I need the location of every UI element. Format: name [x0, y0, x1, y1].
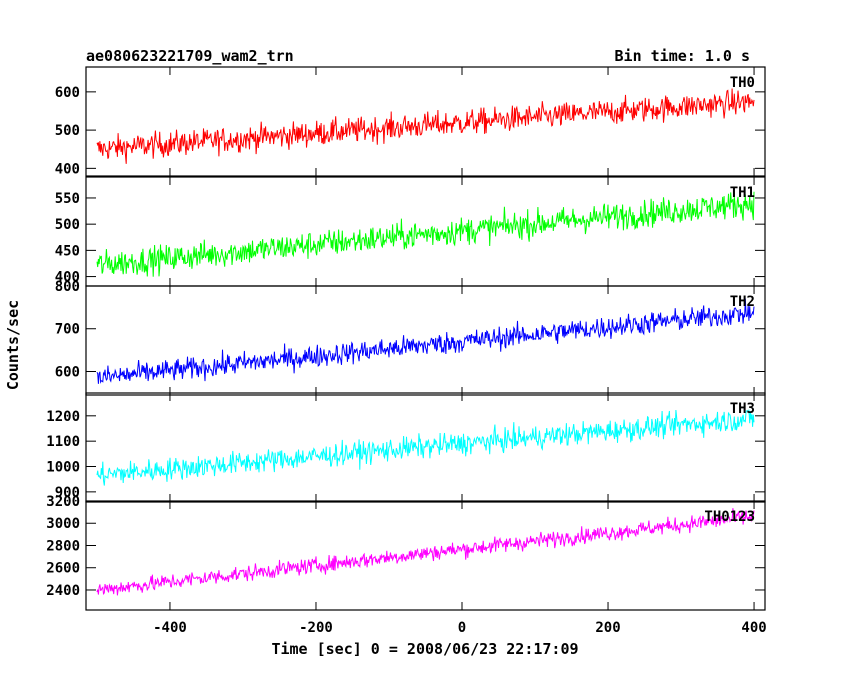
x-axis-label: Time [sec] 0 = 2008/06/23 22:17:09: [271, 640, 578, 658]
series-label-th2: TH2: [730, 294, 755, 310]
y-tick-label: 600: [55, 85, 80, 101]
y-tick-label: 800: [55, 279, 80, 295]
y-tick-label: 500: [55, 217, 80, 233]
y-tick-label: 3000: [46, 516, 80, 532]
panel-frame: [85, 392, 766, 503]
y-tick-label: 2600: [46, 561, 80, 577]
y-tick-label: 700: [55, 322, 80, 338]
series-line-th0123: [96, 508, 755, 596]
y-tick-label: 450: [55, 243, 80, 259]
series-line-th3: [96, 409, 755, 486]
panel-th2: 600 700 800 TH2: [55, 279, 766, 396]
y-axis-label: Counts/sec: [4, 300, 22, 390]
x-tick-label: -400: [153, 620, 187, 636]
y-tick-label: 1200: [46, 409, 80, 425]
y-tick-label: 900: [55, 485, 80, 501]
series-line-th0: [96, 88, 755, 164]
x-tick-label: 400: [741, 620, 766, 636]
series-line-th1: [96, 191, 755, 277]
series-line-th2: [96, 298, 755, 384]
x-tick-label: 200: [595, 620, 620, 636]
panel-frame: [85, 500, 766, 611]
y-tick-label: 550: [55, 191, 80, 207]
series-label-th0: TH0: [730, 75, 755, 91]
series-label-th3: TH3: [730, 401, 755, 417]
panel-th0123: 2400 2600 2800 3000 3200 TH0123: [46, 494, 766, 611]
y-tick-label: 2400: [46, 583, 80, 599]
chart-panels: 400 500 600 TH0 400 450 500 550 TH1 600 700 800 TH2 9…: [46, 66, 767, 636]
series-label-th0123: TH0123: [704, 509, 755, 525]
y-tick-label: 2800: [46, 538, 80, 554]
y-tick-label: 1100: [46, 434, 80, 450]
panel-th1: 400 450 500 550 TH1: [55, 176, 766, 287]
panel-frame: [85, 285, 766, 396]
x-tick-label: -200: [299, 620, 333, 636]
y-tick-label: 500: [55, 123, 80, 139]
x-tick-label: 0: [458, 620, 466, 636]
panel-th3: 900 1000 1100 1200 TH3: [46, 392, 766, 503]
y-tick-label: 600: [55, 364, 80, 380]
y-tick-label: 400: [55, 161, 80, 177]
panel-th0: 400 500 600 TH0: [55, 66, 766, 177]
series-label-th1: TH1: [730, 185, 755, 201]
chart-title: ae080623221709_wam2_trn: [86, 47, 294, 65]
panel-frame: [85, 66, 766, 177]
y-tick-label: 1000: [46, 460, 80, 476]
y-tick-label: 400: [55, 270, 80, 286]
y-tick-label: 3200: [46, 494, 80, 510]
bin-time-label: Bin time: 1.0 s: [615, 47, 750, 65]
